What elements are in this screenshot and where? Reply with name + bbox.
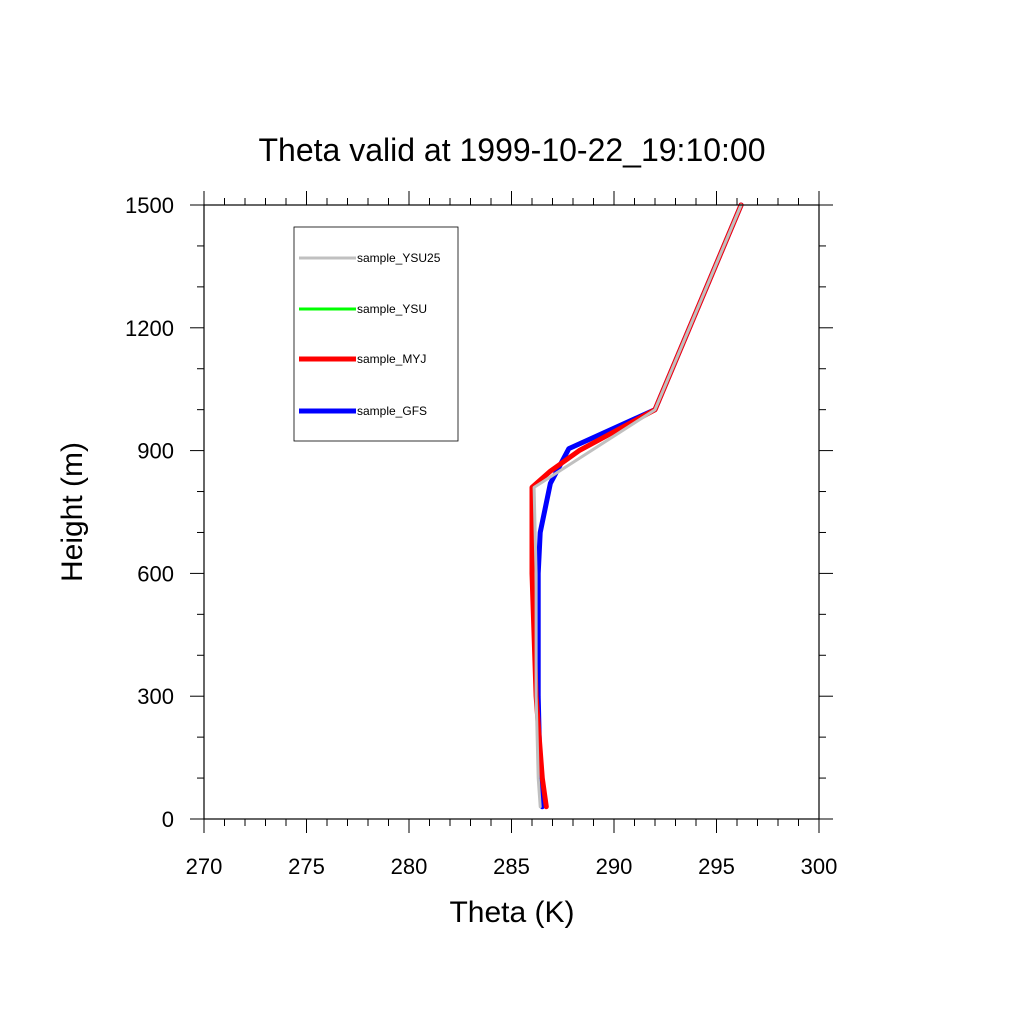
y-tick-label: 300 <box>137 684 174 709</box>
x-tick-label: 285 <box>493 854 530 879</box>
legend: sample_YSU25 sample_YSU sample_MYJ sample_G… <box>293 226 459 442</box>
y-tick-label: 0 <box>162 807 174 832</box>
x-tick-label: 300 <box>801 854 838 879</box>
chart-title: Theta valid at 1999-10-22_19:10:00 <box>258 132 765 168</box>
plot-frame <box>203 204 820 820</box>
x-tick-label: 290 <box>596 854 633 879</box>
x-axis-title: Theta (K) <box>449 896 574 929</box>
legend-box <box>293 226 459 442</box>
y-tick-label: 900 <box>137 439 174 464</box>
x-tick-label: 275 <box>288 854 325 879</box>
x-axis-ticks: 270 275 280 285 290 295 300 <box>186 191 838 879</box>
series-line-sample-myj <box>529 202 744 810</box>
series-line-sample-ysu25 <box>532 203 743 809</box>
y-tick-label: 1500 <box>125 193 174 218</box>
x-tick-label: 270 <box>186 854 223 879</box>
series-lines <box>529 202 744 810</box>
x-tick-label: 295 <box>698 854 735 879</box>
y-axis-ticks: 0 300 600 900 1200 1500 <box>125 193 833 832</box>
y-tick-label: 1200 <box>125 316 174 341</box>
legend-label: sample_MYJ <box>357 352 426 366</box>
y-tick-label: 600 <box>137 561 174 586</box>
x-tick-label: 280 <box>391 854 428 879</box>
y-axis-title: Height (m) <box>56 442 89 582</box>
legend-label: sample_GFS <box>357 404 427 418</box>
legend-label: sample_YSU <box>357 302 427 316</box>
legend-label: sample_YSU25 <box>357 251 441 265</box>
